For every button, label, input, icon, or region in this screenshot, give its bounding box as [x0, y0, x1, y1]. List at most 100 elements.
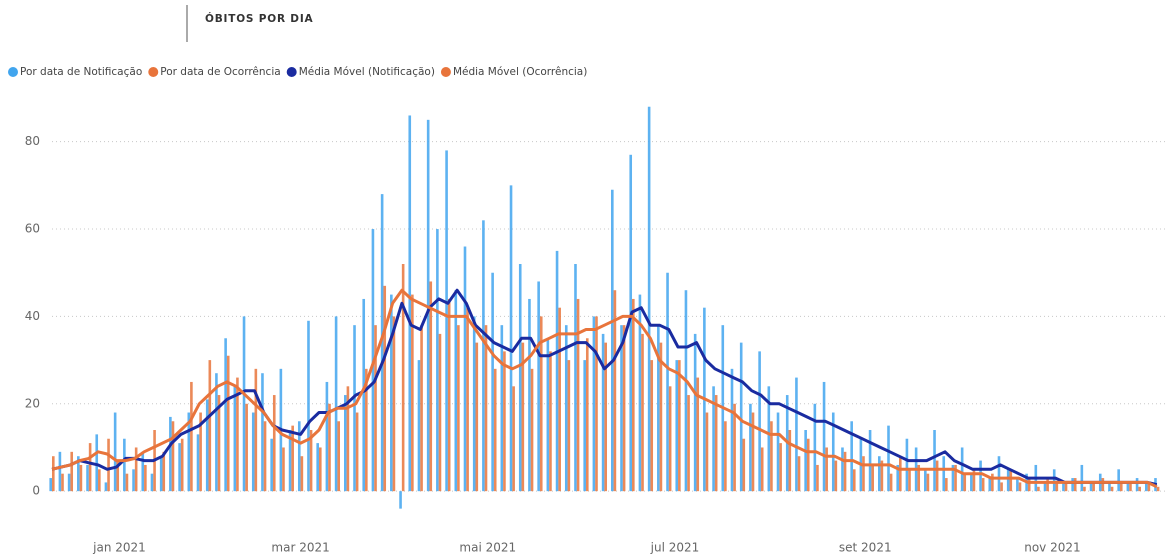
bar [595, 316, 598, 492]
bar [355, 412, 359, 492]
legend-marker [8, 67, 18, 77]
bar [380, 194, 384, 492]
x-tick-label: jul 2021 [650, 541, 700, 555]
bar [134, 447, 138, 492]
bar [991, 473, 994, 492]
bar [337, 421, 341, 492]
bar [776, 412, 780, 492]
legend-label: Média Móvel (Ocorrência) [453, 66, 587, 78]
bar [445, 150, 448, 492]
bar [482, 220, 485, 492]
bar [530, 368, 534, 492]
y-tick-label: 60 [25, 222, 40, 236]
bar [401, 264, 405, 492]
bar [742, 438, 746, 492]
bar [813, 403, 817, 492]
x-tick-label: jan 2021 [92, 541, 146, 555]
bar [199, 412, 202, 492]
legend: Por data de Notificação Por data de Ocorr… [8, 66, 587, 78]
bar [896, 464, 900, 492]
bar [429, 281, 433, 492]
bar [601, 333, 605, 492]
x-tick-label: nov 2021 [1024, 541, 1080, 555]
bar [926, 473, 930, 492]
bar [537, 281, 540, 492]
bar [997, 456, 1001, 492]
bar [125, 473, 129, 492]
bar [472, 316, 476, 492]
bar [604, 342, 607, 492]
bar [850, 421, 853, 492]
bar [411, 294, 414, 492]
bar [521, 342, 525, 492]
bar [1135, 478, 1139, 492]
bar [196, 434, 200, 492]
bar [291, 425, 294, 492]
bar [822, 381, 826, 492]
bar [629, 154, 633, 492]
bar [1138, 486, 1141, 492]
bar [622, 325, 626, 492]
bar [190, 381, 193, 492]
bar [1071, 478, 1074, 492]
bar [98, 469, 101, 492]
bar [95, 434, 99, 492]
bar [236, 377, 239, 492]
bar [1043, 482, 1047, 492]
bar [334, 316, 338, 492]
chart-title: ÓBITOS POR DIA [205, 12, 314, 25]
bar [150, 473, 154, 492]
bar [1089, 482, 1093, 492]
line [51, 288, 1158, 487]
bar [942, 456, 946, 492]
bar [107, 438, 110, 492]
bar [758, 351, 761, 492]
bar [79, 464, 83, 492]
bar [500, 325, 504, 492]
y-tick-label: 80 [25, 134, 40, 148]
bar [1037, 486, 1040, 492]
bar [1080, 464, 1084, 492]
bar [795, 377, 798, 492]
bar [178, 443, 181, 492]
bar [880, 460, 884, 492]
bar [436, 229, 439, 492]
bar [945, 478, 948, 492]
bar [383, 285, 387, 492]
bar [224, 338, 227, 492]
bar [843, 451, 847, 492]
bar [503, 351, 506, 492]
bar [270, 438, 273, 492]
bar [180, 438, 184, 492]
bar [408, 115, 412, 492]
bar [576, 298, 580, 492]
bar [564, 325, 568, 492]
bar [318, 447, 322, 492]
bar [233, 386, 237, 492]
bar [123, 438, 126, 492]
bar [696, 377, 700, 492]
bar [1147, 482, 1151, 492]
bar [668, 386, 672, 492]
bar [917, 464, 921, 492]
bar [797, 456, 801, 492]
bar [300, 456, 304, 492]
bar [1083, 486, 1086, 492]
bar [905, 438, 909, 492]
bar [730, 368, 734, 492]
bar [632, 298, 635, 492]
bar [52, 456, 55, 492]
bar [1108, 482, 1111, 492]
bar [650, 360, 654, 492]
bar [841, 447, 844, 492]
bar [1064, 482, 1068, 492]
bar [887, 425, 890, 492]
bar [512, 386, 515, 492]
bar [70, 451, 74, 492]
y-tick-label: 0 [32, 484, 40, 498]
bar [751, 412, 755, 492]
bar [804, 430, 807, 492]
bar [899, 456, 902, 492]
bar [353, 325, 356, 492]
